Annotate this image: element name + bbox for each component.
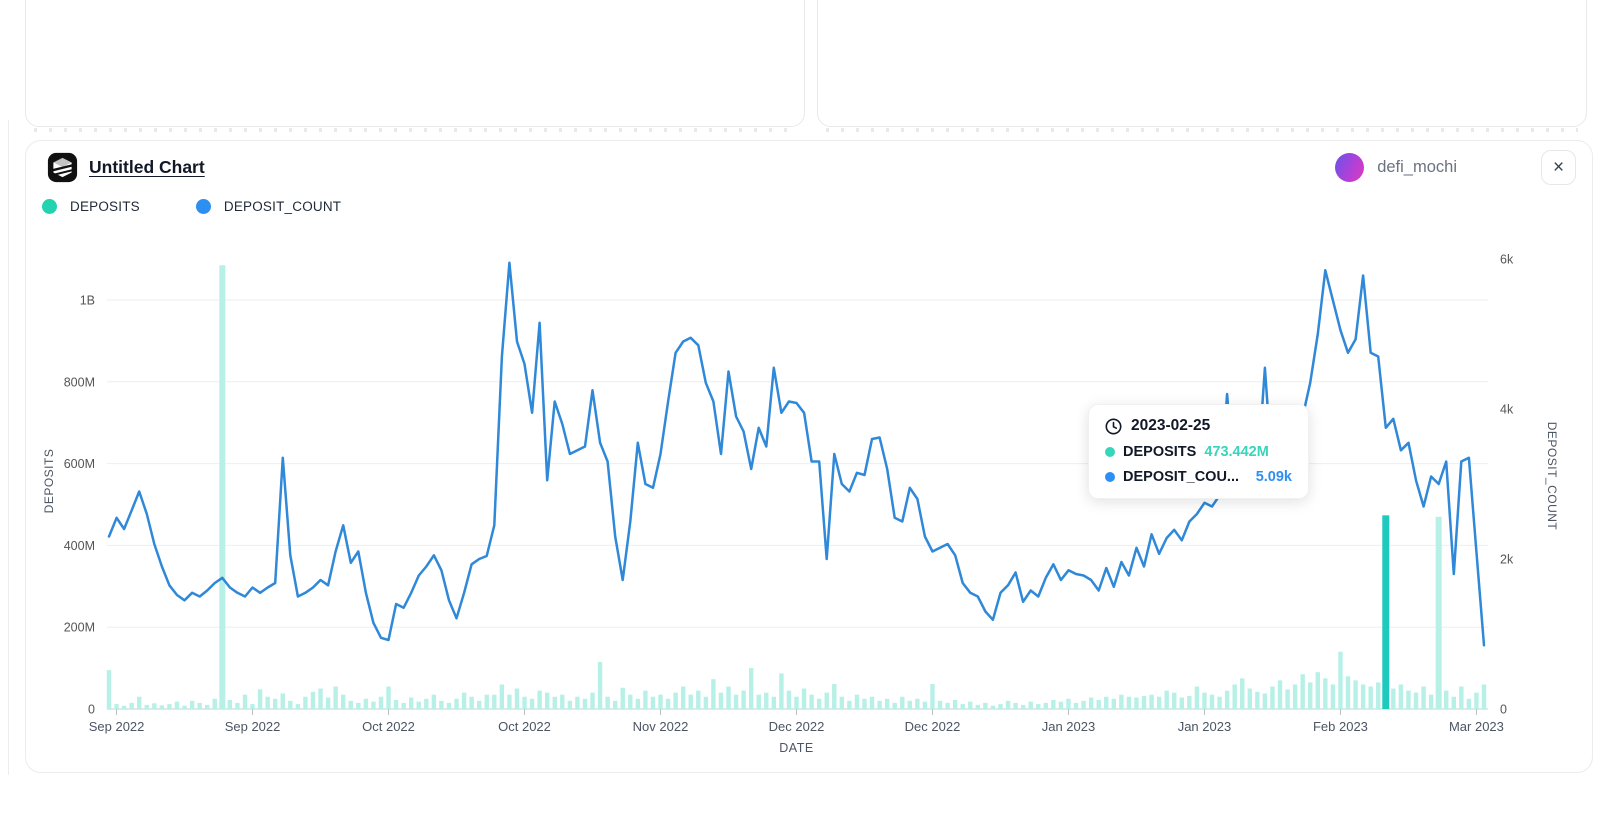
chart-legend: DEPOSITS DEPOSIT_COUNT: [42, 199, 341, 214]
chart-title: Untitled Chart: [89, 156, 205, 177]
legend-item-deposits[interactable]: DEPOSITS: [42, 199, 140, 214]
svg-text:Dec 2022: Dec 2022: [769, 719, 825, 734]
chart-card: 0 200M 400M 600M 800M 1B 0 2k 4k 6k Sep 2022 Sep 20…: [25, 140, 1593, 773]
deposit-count-legend-dot-icon: [195, 199, 211, 214]
svg-text:DEPOSITS: DEPOSITS: [42, 449, 56, 514]
chart-tooltip: 2023-02-25 DEPOSITS 473.442M DEPOSIT_COU…: [1088, 404, 1309, 499]
svg-text:Sep 2022: Sep 2022: [225, 719, 281, 734]
tooltip-label: DEPOSIT_COU...: [1123, 469, 1240, 485]
tooltip-date-row: 2023-02-25: [1105, 417, 1292, 435]
deposits-bars: [106, 265, 1487, 709]
app-logo-icon: [47, 152, 78, 182]
tooltip-value-deposits: 473.442M: [1204, 444, 1269, 460]
svg-text:6k: 6k: [1500, 253, 1514, 267]
y-axis-left: 0 200M 400M 600M 800M 1B: [64, 294, 95, 717]
tooltip-value-deposit-count: 5.09k: [1255, 469, 1292, 485]
svg-text:Jan 2023: Jan 2023: [1178, 719, 1232, 734]
svg-text:DEPOSIT_COUNT: DEPOSIT_COUNT: [1545, 422, 1559, 531]
user-avatar[interactable]: [1335, 152, 1365, 182]
tooltip-row-deposit-count: DEPOSIT_COU... 5.09k: [1105, 469, 1292, 485]
svg-text:Dec 2022: Dec 2022: [905, 719, 961, 734]
tooltip-row-deposits: DEPOSITS 473.442M: [1105, 444, 1292, 460]
svg-text:Sep 2022: Sep 2022: [89, 719, 145, 734]
svg-text:Nov 2022: Nov 2022: [633, 719, 689, 734]
svg-text:Oct 2022: Oct 2022: [498, 719, 551, 734]
close-button[interactable]: ×: [1541, 149, 1576, 185]
svg-text:4k: 4k: [1500, 403, 1514, 417]
x-axis: Sep 2022 Sep 2022 Oct 2022 Oct 2022 Nov 2022…: [89, 709, 1504, 755]
deposits-legend-dot-icon: [42, 199, 57, 214]
y-axis-right: 0 2k 4k 6k: [1500, 253, 1514, 717]
svg-text:400M: 400M: [64, 539, 95, 553]
close-icon: ×: [1552, 156, 1565, 178]
chart-card-header: Untitled Chart defi_mochi ×: [26, 141, 1592, 193]
top-card-right: [817, 0, 1587, 132]
svg-text:DATE: DATE: [779, 741, 813, 755]
svg-text:0: 0: [88, 703, 95, 717]
svg-text:0: 0: [1500, 703, 1507, 717]
svg-text:200M: 200M: [64, 621, 95, 635]
legend-item-deposit-count[interactable]: DEPOSIT_COUNT: [195, 199, 342, 214]
tooltip-date: 2023-02-25: [1131, 417, 1211, 434]
deposits-dot-icon: [1105, 447, 1115, 457]
user-name: defi_mochi: [1377, 157, 1457, 176]
svg-text:Mar 2023: Mar 2023: [1449, 719, 1504, 734]
svg-text:1B: 1B: [80, 294, 95, 308]
clock-icon: [1105, 418, 1122, 434]
canvas-edge-left: [8, 120, 9, 775]
svg-text:Oct 2022: Oct 2022: [362, 719, 415, 734]
tooltip-label: DEPOSITS: [1123, 444, 1197, 460]
legend-label: DEPOSIT_COUNT: [223, 199, 342, 214]
top-card-left: [25, 0, 805, 132]
legend-label: DEPOSITS: [70, 199, 140, 214]
svg-text:2k: 2k: [1500, 553, 1514, 567]
svg-text:Jan 2023: Jan 2023: [1042, 719, 1096, 734]
svg-text:600M: 600M: [64, 457, 95, 471]
svg-text:800M: 800M: [64, 375, 95, 389]
deposit-count-dot-icon: [1105, 472, 1115, 482]
svg-text:Feb 2023: Feb 2023: [1313, 719, 1368, 734]
header-right: defi_mochi ×: [1335, 149, 1576, 185]
